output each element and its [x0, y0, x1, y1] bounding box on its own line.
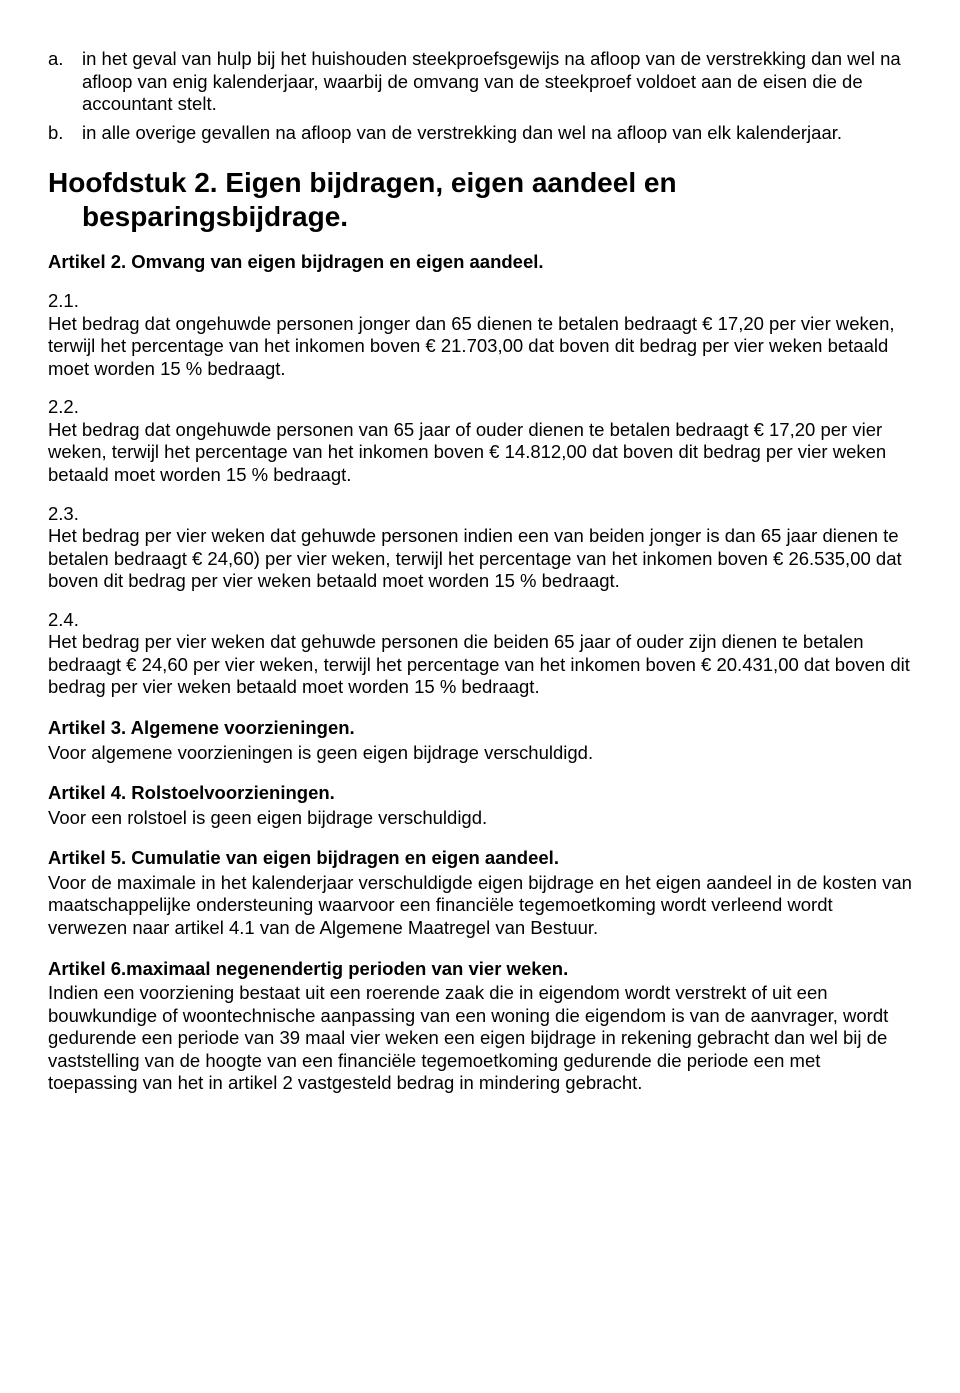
article-6-body: Indien een voorziening bestaat uit een r…: [48, 982, 912, 1095]
article-2-1-body: Het bedrag dat ongehuwde personen jonger…: [48, 313, 912, 381]
chapter-title-line2: besparingsbijdrage.: [48, 200, 912, 234]
article-2-3-num: 2.3.: [48, 503, 912, 526]
article-3-body: Voor algemene voorzieningen is geen eige…: [48, 742, 912, 765]
article-4-title: Artikel 4. Rolstoelvoorzieningen.: [48, 782, 912, 805]
list-text: in alle overige gevallen na afloop van d…: [82, 122, 912, 145]
list-item-b: b. in alle overige gevallen na afloop va…: [48, 122, 912, 145]
chapter-title-line1: Hoofdstuk 2. Eigen bijdragen, eigen aand…: [48, 167, 677, 198]
list-text: in het geval van hulp bij het huishouden…: [82, 48, 912, 116]
article-4-body: Voor een rolstoel is geen eigen bijdrage…: [48, 807, 912, 830]
article-6-title: Artikel 6.maximaal negenendertig periode…: [48, 958, 912, 981]
article-2-title: Artikel 2. Omvang van eigen bijdragen en…: [48, 251, 912, 274]
article-5-body: Voor de maximale in het kalenderjaar ver…: [48, 872, 912, 940]
list-marker: a.: [48, 48, 82, 116]
article-5-title: Artikel 5. Cumulatie van eigen bijdragen…: [48, 847, 912, 870]
chapter-title: Hoofdstuk 2. Eigen bijdragen, eigen aand…: [48, 166, 912, 233]
article-2-1-num: 2.1.: [48, 290, 912, 313]
article-3-title: Artikel 3. Algemene voorzieningen.: [48, 717, 912, 740]
article-2-3-body: Het bedrag per vier weken dat gehuwde pe…: [48, 525, 912, 593]
article-2-2-body: Het bedrag dat ongehuwde personen van 65…: [48, 419, 912, 487]
list-item-a: a. in het geval van hulp bij het huishou…: [48, 48, 912, 116]
article-2-2-num: 2.2.: [48, 396, 912, 419]
article-2-4-num: 2.4.: [48, 609, 912, 632]
list-marker: b.: [48, 122, 82, 145]
article-2-4-body: Het bedrag per vier weken dat gehuwde pe…: [48, 631, 912, 699]
